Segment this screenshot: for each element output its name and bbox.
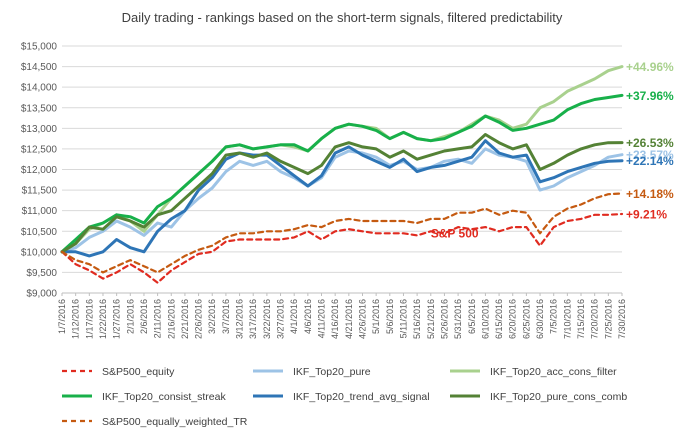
x-tick-label: 5/1/2016 [371, 299, 381, 334]
x-tick-label: 6/30/2016 [535, 299, 545, 339]
x-tick-label: 3/7/2016 [221, 299, 231, 334]
y-tick-label: $13,000 [21, 124, 58, 135]
x-tick-label: 5/31/2016 [453, 299, 463, 339]
y-tick-label: $15,000 [21, 42, 58, 53]
x-tick-label: 4/1/2016 [289, 299, 299, 334]
x-tick-label: 3/17/2016 [248, 299, 258, 339]
series-line-IKF_Top20_trend_avg_signal [60, 139, 624, 258]
legend-label: S&P500_equally_weighted_TR [102, 416, 248, 428]
end-label-IKF_Top20_trend_avg_signal: +22.14% [626, 154, 674, 168]
legend-label: IKF_Top20_pure [293, 366, 371, 378]
y-tick-label: $9,500 [26, 268, 57, 279]
x-tick-label: 7/5/2016 [549, 299, 559, 334]
y-tick-label: $11,500 [22, 186, 58, 197]
x-tick-label: 6/25/2016 [521, 299, 531, 339]
x-tick-label: 7/25/2016 [603, 299, 613, 339]
legend-label: IKF_Top20_acc_cons_filter [490, 366, 617, 378]
x-axis: 1/7/2016 1/12/2016 1/17/2016 1/22/2016 1/27/… [57, 292, 627, 339]
legend-label: IKF_Top20_pure_cons_comb [490, 391, 627, 403]
series-line-IKF_Top20_pure [60, 147, 624, 254]
legend-label: IKF_Top20_trend_avg_signal [293, 391, 430, 403]
x-tick-label: 2/21/2016 [180, 299, 190, 339]
y-tick-label: $13,500 [21, 103, 58, 114]
series-line-IKF_Top20_consist_streak [60, 93, 624, 254]
end-label-S&P500_equally_weighted_TR: +14.18% [626, 187, 674, 201]
x-tick-label: 2/6/2016 [139, 299, 149, 334]
x-tick-label: 1/17/2016 [84, 299, 94, 339]
x-tick-label: 1/12/2016 [71, 299, 81, 339]
y-tick-label: $14,500 [21, 62, 58, 73]
series-line-IKF_Top20_pure_cons_comb [60, 133, 624, 254]
series-lines [60, 65, 624, 284]
x-tick-label: 4/16/2016 [330, 299, 340, 339]
x-tick-label: 6/10/2016 [480, 299, 490, 339]
legend: S&P500_equity IKF_Top20_pure IKF_Top20_acc… [62, 366, 627, 428]
x-tick-label: 6/20/2016 [508, 299, 518, 339]
y-tick-label: $14,000 [21, 83, 58, 94]
legend-label: S&P500_equity [102, 366, 175, 378]
x-tick-label: 4/11/2016 [317, 299, 327, 338]
x-tick-label: 7/20/2016 [590, 299, 600, 339]
series-line-S&P500_equally_weighted_TR [60, 192, 624, 274]
y-tick-label: $12,000 [21, 165, 58, 176]
x-tick-label: 7/30/2016 [617, 299, 627, 339]
x-tick-label: 3/12/2016 [235, 299, 245, 339]
annotation: S&P 500 [431, 226, 479, 240]
x-tick-label: 1/22/2016 [98, 299, 108, 339]
end-label-IKF_Top20_pure_cons_comb: +26.53% [626, 136, 674, 150]
x-tick-label: 2/1/2016 [125, 299, 135, 334]
x-tick-label: 1/27/2016 [112, 299, 122, 339]
series-line-S&P500_equity [60, 212, 624, 284]
end-label-S&P500_equity: +9.21% [626, 207, 667, 221]
x-tick-label: 5/21/2016 [426, 299, 436, 339]
x-tick-label: 6/5/2016 [467, 299, 477, 334]
y-gridlines [62, 45, 622, 294]
end-label-IKF_Top20_pure: +23.57% [626, 148, 674, 162]
chart-annotations: S&P 500 [431, 226, 479, 240]
end-labels: +9.21% +23.57% +44.96% +37.96% +22.14% +26.53… [626, 60, 674, 221]
legend-label: IKF_Top20_consist_streak [102, 391, 226, 403]
chart-title: Daily trading - rankings based on the sh… [122, 10, 563, 25]
x-tick-label: 2/16/2016 [166, 299, 176, 339]
y-tick-label: $10,500 [21, 227, 58, 238]
x-tick-label: 5/16/2016 [412, 299, 422, 339]
end-label-IKF_Top20_consist_streak: +37.96% [626, 89, 674, 103]
x-tick-label: 4/21/2016 [344, 299, 354, 339]
y-tick-label: $11,000 [22, 206, 58, 217]
x-tick-label: 2/11/2016 [153, 299, 163, 338]
x-tick-label: 3/22/2016 [262, 299, 272, 339]
x-tick-label: 1/7/2016 [57, 299, 67, 334]
end-label-IKF_Top20_acc_cons_filter: +44.96% [626, 60, 674, 74]
x-tick-label: 5/11/2016 [398, 299, 408, 338]
x-tick-label: 4/26/2016 [357, 299, 367, 339]
y-tick-label: $12,500 [21, 144, 58, 155]
x-tick-label: 6/15/2016 [494, 299, 504, 339]
x-tick-label: 2/26/2016 [194, 299, 204, 339]
y-tick-label: $10,000 [21, 247, 58, 258]
x-tick-label: 3/2/2016 [207, 299, 217, 334]
x-tick-label: 3/27/2016 [276, 299, 286, 339]
x-tick-label: 7/10/2016 [562, 299, 572, 339]
y-axis: $9,000 $9,500 $10,000 $10,500 $11,000 $11,500… [21, 42, 58, 300]
x-tick-label: 4/6/2016 [303, 299, 313, 334]
x-tick-label: 5/6/2016 [385, 299, 395, 334]
y-tick-label: $9,000 [26, 289, 57, 300]
x-tick-label: 5/26/2016 [439, 299, 449, 339]
x-tick-label: 7/15/2016 [576, 299, 586, 339]
